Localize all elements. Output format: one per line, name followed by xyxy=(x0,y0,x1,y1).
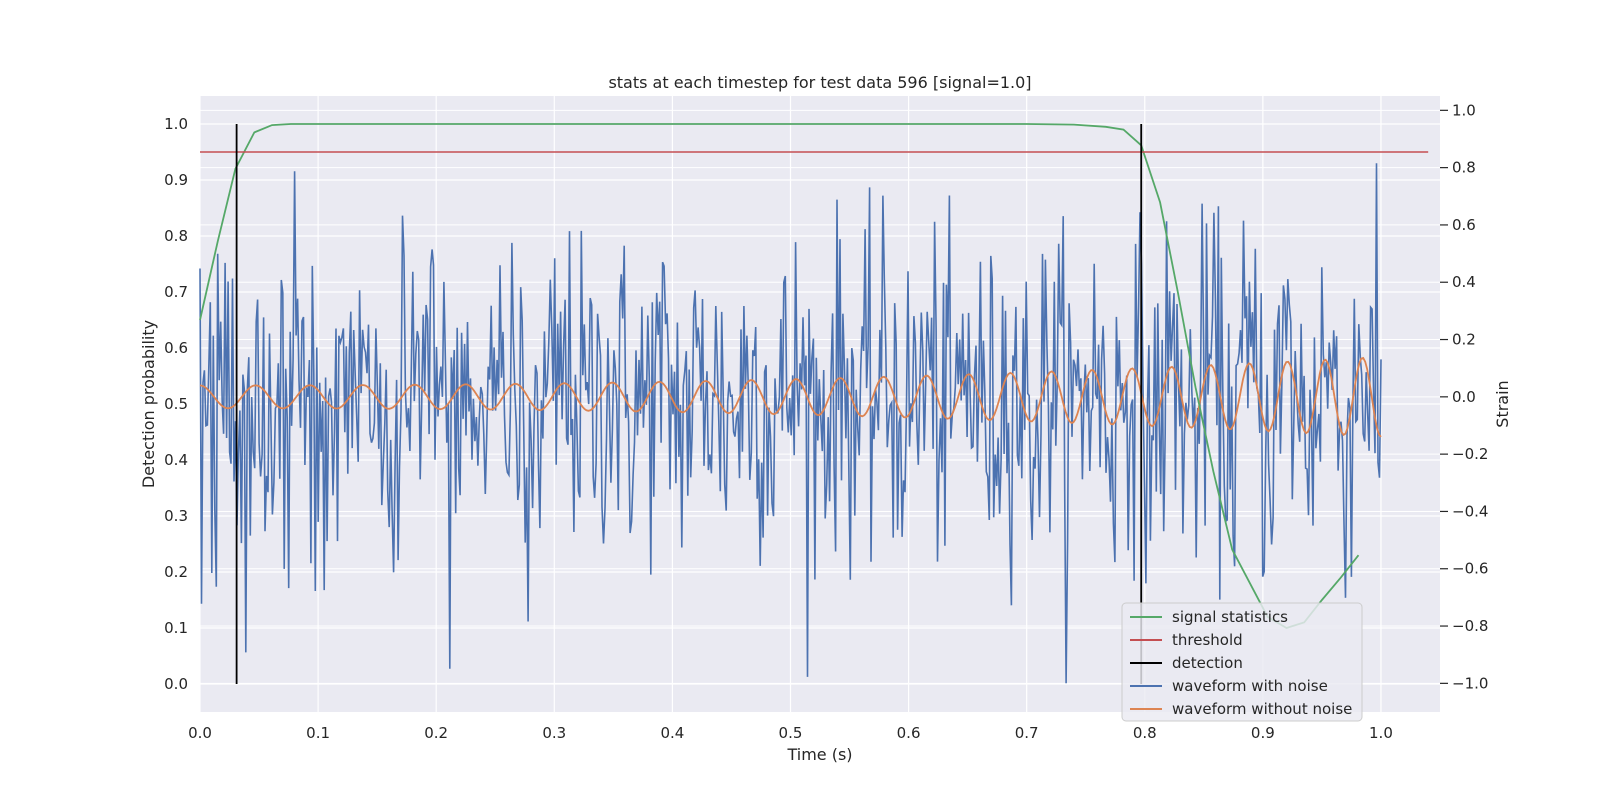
x-tick-label: 0.9 xyxy=(1251,724,1275,742)
y-tick-label: 0.1 xyxy=(164,619,188,637)
legend-item-waveform-without-noise: waveform without noise xyxy=(1130,700,1352,718)
y2-tick-label: 0.4 xyxy=(1452,273,1476,291)
y2-tick-label: 0.0 xyxy=(1452,388,1476,406)
y-axis-label: Detection probability xyxy=(139,320,158,488)
x-tick-label: 0.7 xyxy=(1015,724,1039,742)
x-axis-ticks: 0.0 0.1 0.2 0.3 0.4 0.5 0.6 0.7 0.8 0.9 1.0 xyxy=(188,724,1393,742)
y2-tick-label: −0.4 xyxy=(1452,502,1488,520)
y-axis-ticks: 0.0 0.1 0.2 0.3 0.4 0.5 0.6 0.7 0.8 0.9 1.0 xyxy=(164,115,188,693)
legend-item-waveform-with-noise: waveform with noise xyxy=(1130,677,1328,695)
x-tick-label: 1.0 xyxy=(1369,724,1393,742)
legend-label: detection xyxy=(1172,654,1243,672)
legend-item-threshold: threshold xyxy=(1130,631,1243,649)
chart-title: stats at each timestep for test data 596… xyxy=(608,73,1031,92)
x-tick-label: 0.2 xyxy=(424,724,448,742)
x-tick-label: 0.1 xyxy=(306,724,330,742)
legend-label: waveform with noise xyxy=(1172,677,1328,695)
legend-label: waveform without noise xyxy=(1172,700,1352,718)
y-tick-label: 1.0 xyxy=(164,115,188,133)
legend-item-detection: detection xyxy=(1130,654,1243,672)
y-tick-label: 0.6 xyxy=(164,339,188,357)
series-detection xyxy=(235,124,1143,684)
y-tick-label: 0.0 xyxy=(164,675,188,693)
y-tick-label: 0.7 xyxy=(164,283,188,301)
x-tick-label: 0.3 xyxy=(542,724,566,742)
y2-tick-label: −0.8 xyxy=(1452,617,1488,635)
x-axis-label: Time (s) xyxy=(786,745,852,764)
x-tick-label: 0.4 xyxy=(660,724,684,742)
y-tick-label: 0.3 xyxy=(164,507,188,525)
y-tick-label: 0.5 xyxy=(164,395,188,413)
x-tick-label: 0.6 xyxy=(897,724,921,742)
y2-axis-label: Strain xyxy=(1493,380,1512,427)
x-tick-label: 0.0 xyxy=(188,724,212,742)
y-tick-label: 0.2 xyxy=(164,563,188,581)
y2-tick-label: 0.6 xyxy=(1452,216,1476,234)
y-tick-label: 0.9 xyxy=(164,171,188,189)
legend-item-signal-statistics: signal statistics xyxy=(1130,608,1288,626)
y2-tick-label: 0.8 xyxy=(1452,159,1476,177)
legend-label: threshold xyxy=(1172,631,1243,649)
y2-tick-label: −1.0 xyxy=(1452,674,1488,692)
x-tick-label: 0.5 xyxy=(779,724,803,742)
series-waveform-with-noise xyxy=(199,163,1382,684)
legend: signal statistics threshold detection wa… xyxy=(1121,602,1363,722)
y2-tick-label: 0.2 xyxy=(1452,331,1476,349)
y2-tick-label: 1.0 xyxy=(1452,101,1476,119)
y-tick-label: 0.4 xyxy=(164,451,188,469)
y2-axis-ticks: −1.0 −0.8 −0.6 −0.4 −0.2 0.0 0.2 0.4 0.6 0.8 1.0 xyxy=(1440,101,1488,692)
y2-tick-label: −0.6 xyxy=(1452,560,1488,578)
legend-box xyxy=(1121,602,1363,722)
y-tick-label: 0.8 xyxy=(164,227,188,245)
series-waveform-without-noise xyxy=(199,356,1382,438)
legend-label: signal statistics xyxy=(1172,608,1288,626)
x-tick-label: 0.8 xyxy=(1133,724,1157,742)
y2-tick-label: −0.2 xyxy=(1452,445,1488,463)
